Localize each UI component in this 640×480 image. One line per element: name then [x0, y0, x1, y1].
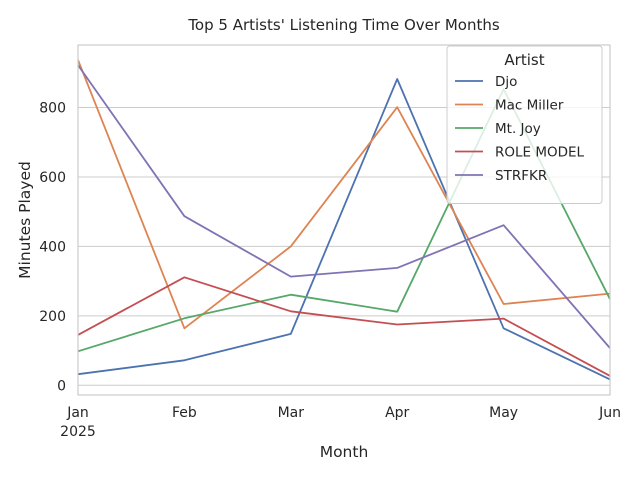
legend-label-mt-joy: Mt. Joy	[495, 121, 541, 137]
series-line-djo	[77, 78, 611, 381]
legend: Artist Djo Mac Miller Mt. Joy ROLE MODEL STRF…	[446, 45, 603, 204]
plot-frame	[77, 44, 611, 396]
series-line-mac-miller	[77, 59, 611, 330]
x-tick-label: Jun	[598, 405, 621, 421]
y-tick-label: 200	[39, 309, 66, 325]
series-line-strfkr	[77, 64, 611, 349]
x-tick-label: Jan	[66, 405, 89, 421]
legend-title: Artist	[504, 51, 544, 69]
series-line-role-model	[77, 276, 611, 377]
legend-box	[446, 45, 603, 204]
x-tick-label: Apr	[385, 405, 409, 421]
series-lines	[77, 59, 611, 381]
x-tick-labels: Jan Feb Mar Apr May Jun 2025	[60, 405, 621, 440]
x-axis-label: Month	[320, 443, 369, 461]
x-tick-label: Feb	[172, 405, 197, 421]
legend-label-djo: Djo	[495, 74, 517, 90]
legend-label-role-model: ROLE MODEL	[495, 145, 585, 161]
x-year-label: 2025	[60, 424, 96, 440]
legend-label-strfkr: STRFKR	[495, 168, 547, 184]
y-tick-labels: 0 200 400 600 800	[39, 101, 66, 395]
y-tick-label: 600	[39, 170, 66, 186]
y-tick-label: 400	[39, 239, 66, 255]
legend-label-mac-miller: Mac Miller	[495, 98, 564, 114]
chart-title: Top 5 Artists' Listening Time Over Month…	[187, 16, 500, 34]
y-tick-label: 0	[57, 378, 66, 394]
y-axis-label: Minutes Played	[16, 161, 34, 279]
y-tick-label: 800	[39, 101, 66, 117]
x-tick-label: May	[489, 405, 518, 421]
x-tick-label: Mar	[278, 405, 305, 421]
